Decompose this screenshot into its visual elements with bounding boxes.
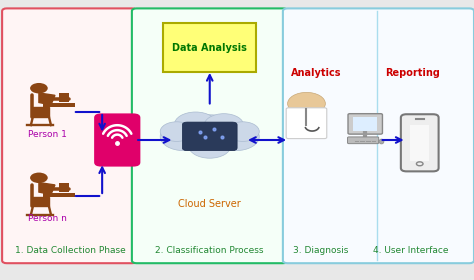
FancyBboxPatch shape: [43, 103, 75, 107]
FancyBboxPatch shape: [94, 113, 140, 167]
Circle shape: [30, 172, 48, 183]
FancyBboxPatch shape: [353, 117, 377, 131]
Polygon shape: [33, 197, 49, 206]
Polygon shape: [39, 183, 55, 195]
FancyBboxPatch shape: [401, 114, 438, 171]
Text: 3. Diagnosis: 3. Diagnosis: [293, 246, 348, 255]
Text: Person 1: Person 1: [27, 130, 66, 139]
FancyBboxPatch shape: [43, 193, 75, 197]
Text: Cloud Server: Cloud Server: [178, 199, 241, 209]
Polygon shape: [33, 107, 49, 117]
Text: Reporting: Reporting: [385, 68, 440, 78]
FancyBboxPatch shape: [347, 137, 379, 144]
Text: Data Analysis: Data Analysis: [173, 43, 247, 53]
Text: 2. Classification Process: 2. Classification Process: [155, 246, 264, 255]
Circle shape: [212, 123, 259, 151]
FancyBboxPatch shape: [164, 23, 256, 72]
Circle shape: [226, 122, 259, 141]
FancyBboxPatch shape: [283, 8, 474, 263]
Circle shape: [189, 133, 231, 158]
FancyBboxPatch shape: [182, 122, 237, 151]
FancyBboxPatch shape: [59, 183, 69, 192]
FancyBboxPatch shape: [410, 125, 429, 161]
Circle shape: [30, 83, 48, 94]
Circle shape: [177, 115, 243, 154]
FancyBboxPatch shape: [348, 114, 383, 134]
FancyBboxPatch shape: [59, 93, 69, 102]
Circle shape: [160, 123, 208, 151]
Polygon shape: [39, 93, 55, 105]
Text: 1. Data Collection Phase: 1. Data Collection Phase: [15, 246, 126, 255]
Circle shape: [288, 92, 325, 115]
Text: 4. User Interface: 4. User Interface: [373, 246, 448, 255]
FancyBboxPatch shape: [286, 108, 327, 139]
FancyBboxPatch shape: [2, 8, 137, 263]
Text: Analytics: Analytics: [291, 68, 341, 78]
Text: Person n: Person n: [27, 214, 66, 223]
Circle shape: [174, 112, 217, 137]
Circle shape: [204, 114, 244, 137]
Circle shape: [160, 122, 193, 141]
FancyBboxPatch shape: [132, 8, 288, 263]
